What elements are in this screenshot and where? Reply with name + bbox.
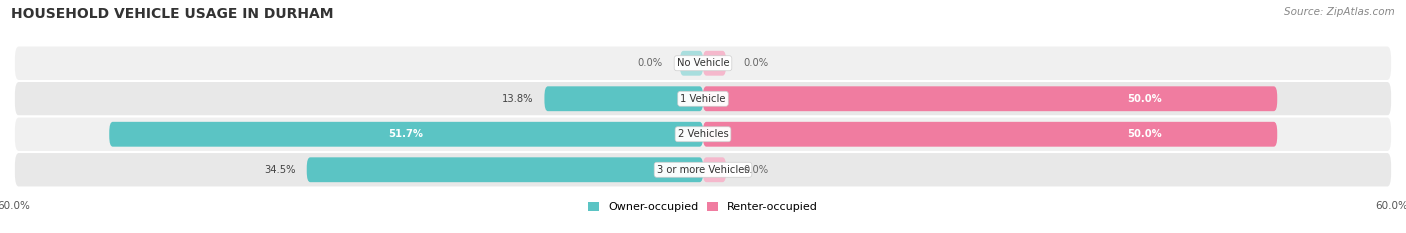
- Text: 2 Vehicles: 2 Vehicles: [678, 129, 728, 139]
- Text: 0.0%: 0.0%: [744, 165, 768, 175]
- Legend: Owner-occupied, Renter-occupied: Owner-occupied, Renter-occupied: [588, 202, 818, 212]
- Text: 34.5%: 34.5%: [264, 165, 295, 175]
- Text: 50.0%: 50.0%: [1128, 94, 1163, 104]
- FancyBboxPatch shape: [14, 45, 1392, 81]
- Text: HOUSEHOLD VEHICLE USAGE IN DURHAM: HOUSEHOLD VEHICLE USAGE IN DURHAM: [11, 7, 333, 21]
- Text: 13.8%: 13.8%: [502, 94, 533, 104]
- Text: 50.0%: 50.0%: [1128, 129, 1163, 139]
- FancyBboxPatch shape: [110, 122, 703, 147]
- Text: 3 or more Vehicles: 3 or more Vehicles: [657, 165, 749, 175]
- Text: No Vehicle: No Vehicle: [676, 58, 730, 68]
- FancyBboxPatch shape: [307, 157, 703, 182]
- Text: 0.0%: 0.0%: [744, 58, 768, 68]
- Text: Source: ZipAtlas.com: Source: ZipAtlas.com: [1284, 7, 1395, 17]
- FancyBboxPatch shape: [14, 116, 1392, 152]
- Text: 51.7%: 51.7%: [388, 129, 423, 139]
- FancyBboxPatch shape: [544, 86, 703, 111]
- Text: 0.0%: 0.0%: [638, 58, 662, 68]
- FancyBboxPatch shape: [681, 51, 703, 76]
- FancyBboxPatch shape: [703, 122, 1277, 147]
- FancyBboxPatch shape: [14, 81, 1392, 116]
- FancyBboxPatch shape: [703, 86, 1277, 111]
- Text: 1 Vehicle: 1 Vehicle: [681, 94, 725, 104]
- FancyBboxPatch shape: [14, 152, 1392, 188]
- FancyBboxPatch shape: [703, 157, 725, 182]
- FancyBboxPatch shape: [703, 51, 725, 76]
